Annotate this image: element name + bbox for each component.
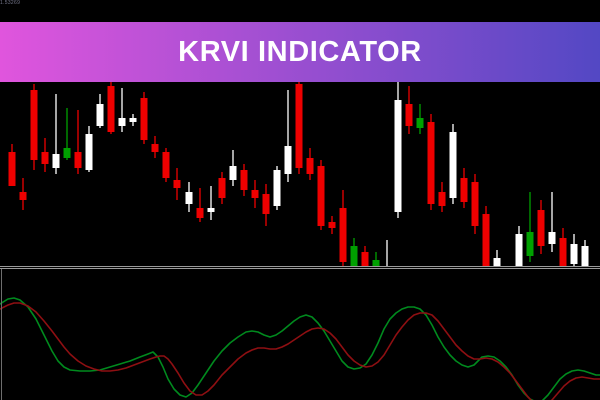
oscillator-series xyxy=(0,297,600,400)
divider-line-bottom xyxy=(0,268,600,269)
price-scale-label: 1.53269 xyxy=(0,0,21,6)
price-chart-panel[interactable] xyxy=(0,82,600,266)
indicator-title-banner: KRVI INDICATOR xyxy=(0,22,600,82)
candlestick-series xyxy=(8,82,589,266)
indicator-oscillator-panel[interactable] xyxy=(0,269,600,400)
panel-divider xyxy=(0,266,600,269)
top-strip: 1.53269 xyxy=(0,0,600,22)
divider-line-top xyxy=(0,266,600,267)
page-title: KRVI INDICATOR xyxy=(178,35,422,68)
panel-left-edge xyxy=(1,269,2,400)
